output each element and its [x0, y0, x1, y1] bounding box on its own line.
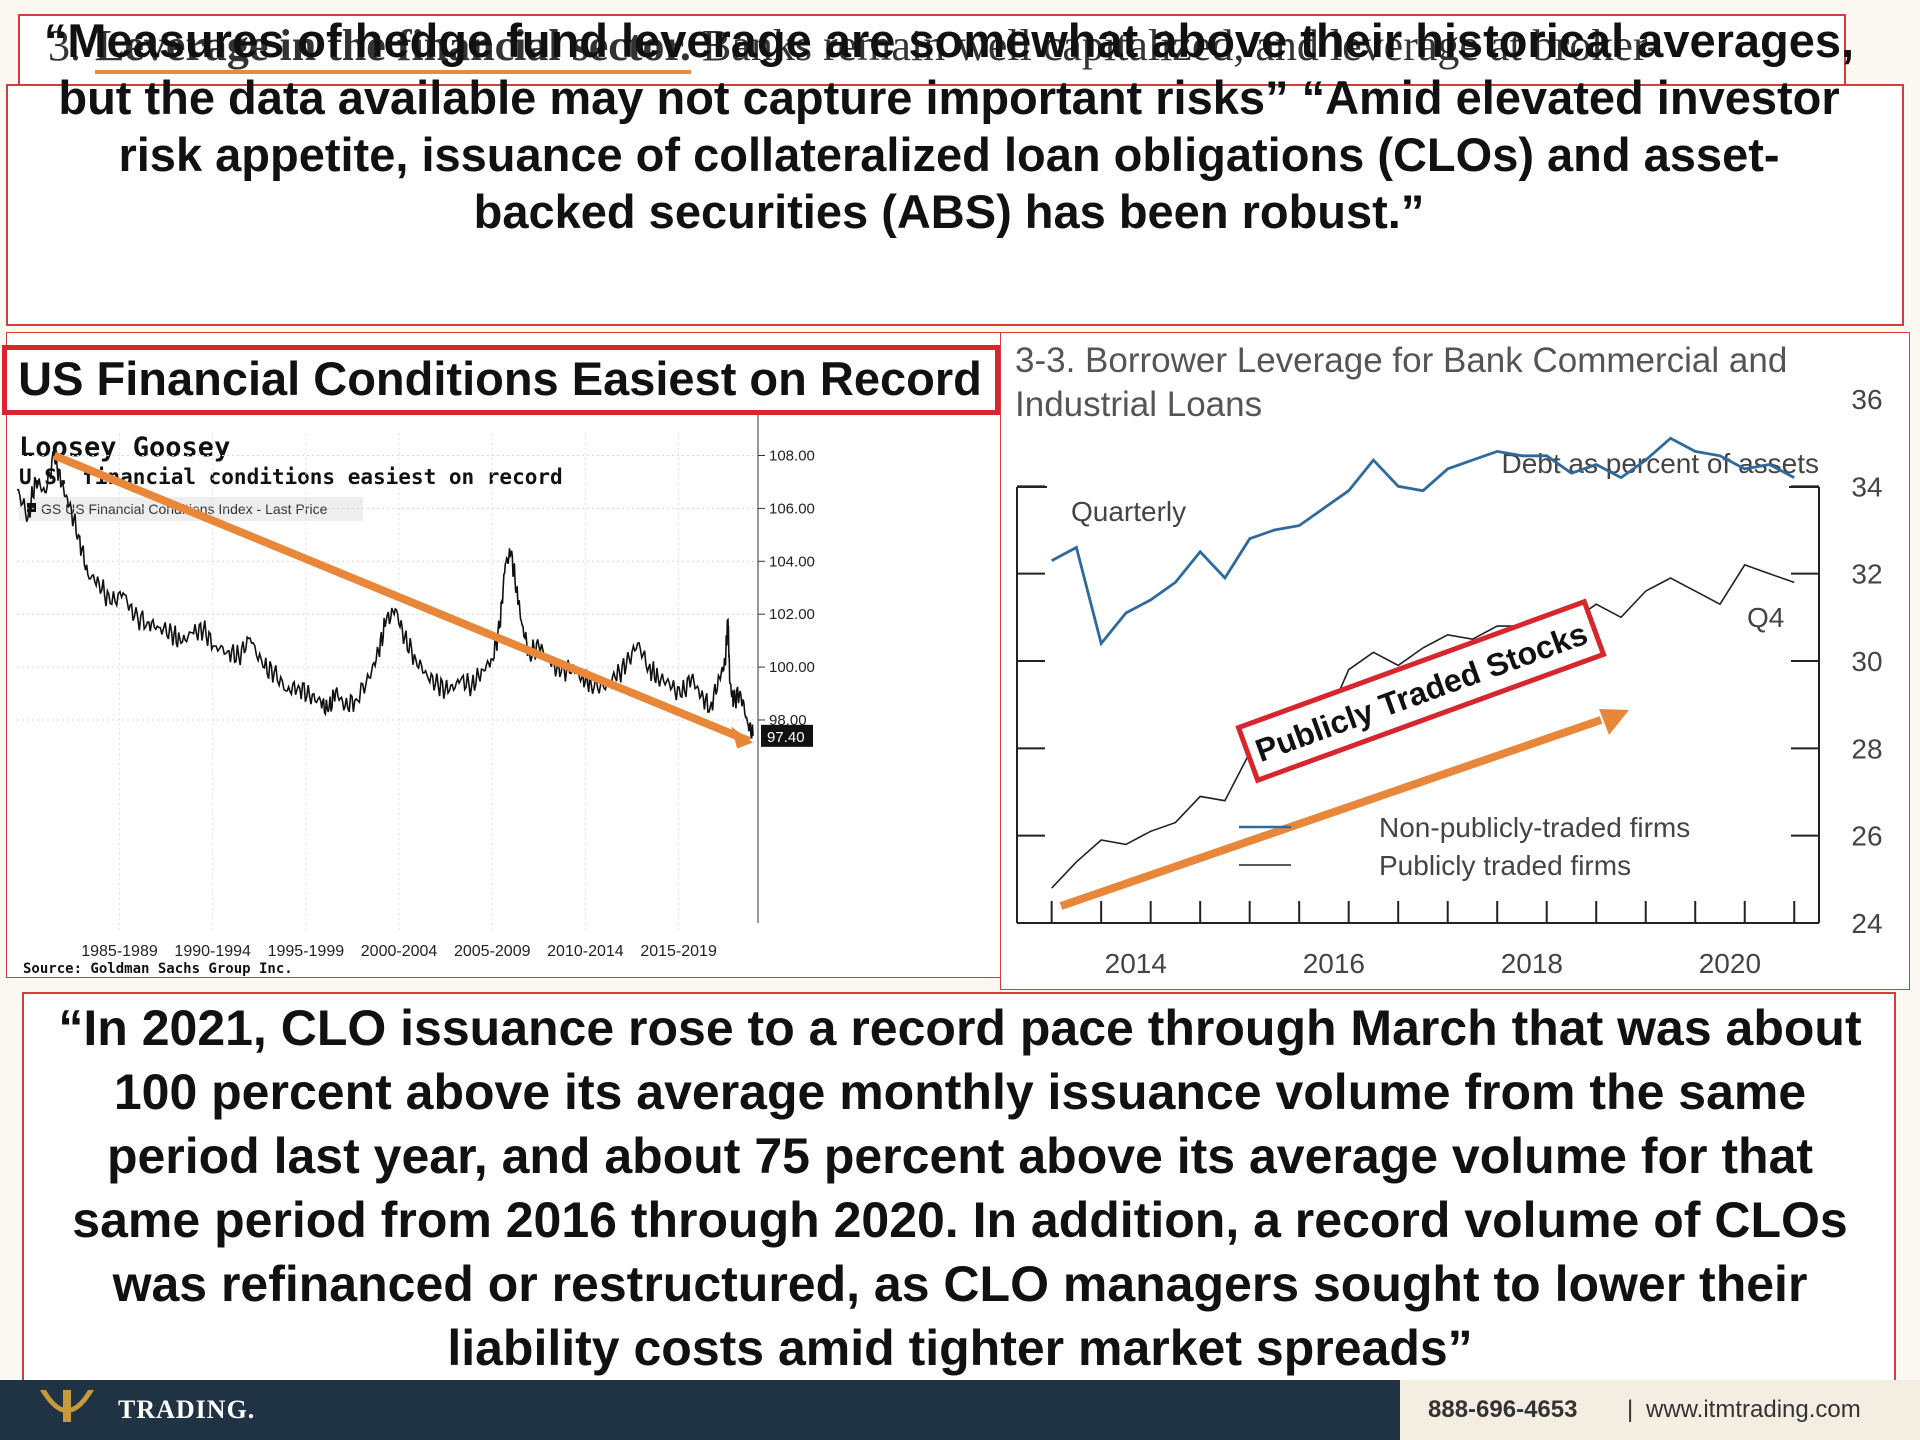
end-label: Q4 [1747, 602, 1784, 633]
logo-icon [40, 1390, 94, 1422]
top-quote: “Measures of hedge fund leverage are som… [43, 14, 1855, 238]
chart-title: 3-3. Borrower Leverage for Bank Commerci… [1015, 341, 1788, 424]
x-tick-label: 1995-1999 [268, 943, 345, 960]
last-value-badge [761, 724, 813, 747]
y-tick-label: 102.00 [769, 606, 815, 623]
y-tick-label: 24 [1851, 908, 1882, 939]
legend-label-non-public: Non-publicly-traded firms [1379, 812, 1690, 843]
series-line-public [1051, 563, 1795, 889]
trend-arrow [52, 451, 751, 745]
y-tick-label: 100.00 [769, 659, 815, 676]
panel-label: US Financial Conditions Easiest on Recor… [18, 352, 982, 405]
y-tick-label: 98.00 [769, 712, 807, 729]
x-tick-label: 2010-2014 [547, 943, 624, 960]
y-tick-label: 34 [1851, 471, 1882, 502]
x-tick-label: 2015-2019 [640, 943, 717, 960]
trend-arrow-head [731, 726, 754, 749]
chart-source: Source: Goldman Sachs Group Inc. [23, 961, 293, 977]
section-text: Banks remain well capitalized, and lever… [690, 21, 1662, 70]
x-tick-label: 2018 [1501, 948, 1563, 979]
brand-text: TRADING. [118, 1395, 256, 1424]
chart-title: Loosey Goosey [19, 432, 230, 463]
legend: Non-publicly-traded firms Publicly trade… [1239, 812, 1690, 881]
x-tick-label: 1990-1994 [174, 943, 251, 960]
right-chart-panel: 3-3. Borrower Leverage for Bank Commerci… [1000, 332, 1910, 990]
trend-arrow-head [1599, 709, 1629, 735]
leverage-chart: 3-3. Borrower Leverage for Bank Commerci… [1015, 341, 1883, 979]
footer-contact-area [1400, 1380, 1920, 1440]
heading-box: 3. Leverage in the financial sector. Bank… [18, 14, 1846, 90]
last-value-label: 97.40 [767, 729, 805, 746]
left-chart-panel: Loosey Goosey U.S. financial conditions … [6, 332, 1002, 978]
frequency-label: Quarterly [1071, 496, 1186, 527]
y-tick-label: 108.00 [769, 448, 815, 465]
x-tick-label: 1985-1989 [81, 943, 158, 960]
section-heading: 3. Leverage in the financial sector. Bank… [48, 20, 1662, 74]
callout-text: Publicly Traded Stocks [1251, 615, 1593, 769]
bottom-quote: “In 2021, CLO issuance rose to a record … [58, 1000, 1862, 1376]
fci-chart: Loosey Goosey U.S. financial conditions … [16, 405, 815, 977]
phone-number[interactable]: 888-696-4653 [1428, 1396, 1578, 1423]
x-tick-label: 2020 [1699, 948, 1761, 979]
x-tick-label: 2016 [1303, 948, 1365, 979]
y-tick-label: 26 [1851, 821, 1882, 852]
panel-label-box [2, 345, 1000, 415]
y-axis-label: Debt as percent of assets [1501, 448, 1819, 479]
website-link[interactable]: www.itmtrading.com [1646, 1396, 1861, 1423]
x-tick-label: 2014 [1105, 948, 1167, 979]
y-tick-label: 36 [1851, 384, 1882, 415]
y-tick-label: 32 [1851, 559, 1882, 590]
callout-box [1235, 598, 1607, 784]
footer-separator: | [1627, 1396, 1634, 1423]
top-quote-box [6, 84, 1904, 326]
x-tick-label: 2000-2004 [361, 943, 438, 960]
section-number: 3. [48, 21, 81, 70]
y-tick-label: 28 [1851, 733, 1882, 764]
trend-arrow [1059, 716, 1603, 910]
y-tick-label: 104.00 [769, 553, 815, 570]
y-tick-label: 106.00 [769, 500, 815, 517]
legend-label-public: Publicly traded firms [1379, 850, 1631, 881]
x-tick-label: 2005-2009 [454, 943, 531, 960]
callout: Publicly Traded Stocks [1235, 598, 1607, 784]
bottom-quote-box [22, 992, 1896, 1390]
series-line-non-public [1051, 436, 1795, 647]
index-series-line [16, 450, 754, 739]
section-title: Leverage in the financial sector. [95, 21, 691, 74]
y-tick-label: 30 [1851, 646, 1882, 677]
